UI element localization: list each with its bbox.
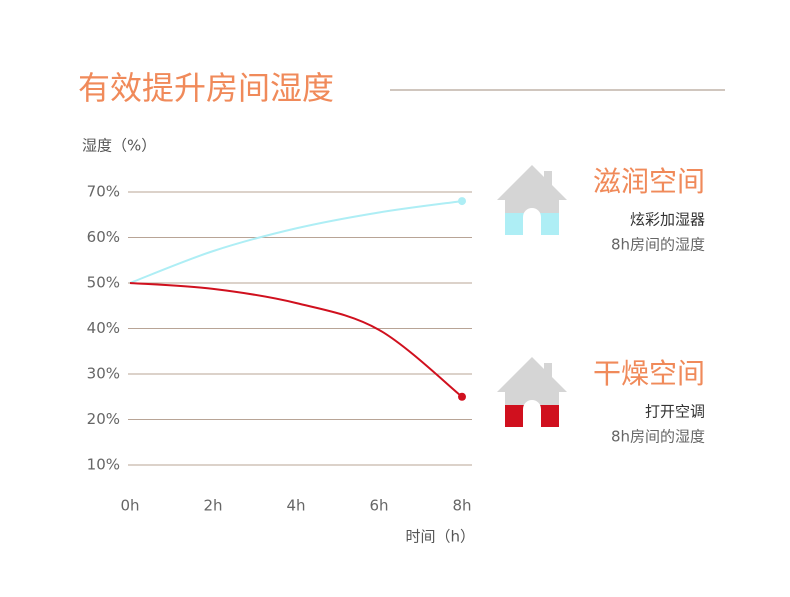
end-point <box>458 392 466 401</box>
y-tick-label: 60% <box>87 228 120 246</box>
series-line <box>129 281 463 398</box>
series-note: 8h房间的湿度 <box>611 428 705 446</box>
x-tick-label: 0h <box>120 497 139 515</box>
series-device: 打开空调 <box>645 403 705 421</box>
y-tick-label: 40% <box>87 319 120 337</box>
x-tick-label: 6h <box>369 497 388 515</box>
y-tick-label: 20% <box>87 410 120 428</box>
x-axis-label: 时间（h） <box>405 528 475 546</box>
x-tick-label: 8h <box>452 497 471 515</box>
end-point <box>458 197 466 206</box>
y-tick-label: 30% <box>87 364 120 382</box>
house-door <box>523 208 541 235</box>
series-line <box>129 200 463 284</box>
house-door <box>523 400 541 427</box>
series-note: 8h房间的湿度 <box>611 236 705 254</box>
series-name: 干燥空间 <box>593 357 705 390</box>
series-name: 滋润空间 <box>593 165 705 198</box>
x-tick-label: 2h <box>203 497 222 515</box>
chart-title: 有效提升房间湿度 <box>78 69 334 107</box>
x-tick-label: 4h <box>286 497 305 515</box>
y-tick-label: 50% <box>87 273 120 291</box>
y-tick-label: 70% <box>87 182 120 200</box>
y-axis-label: 湿度（%） <box>82 137 156 155</box>
y-tick-label: 10% <box>87 455 120 473</box>
series-device: 炫彩加湿器 <box>630 211 705 229</box>
